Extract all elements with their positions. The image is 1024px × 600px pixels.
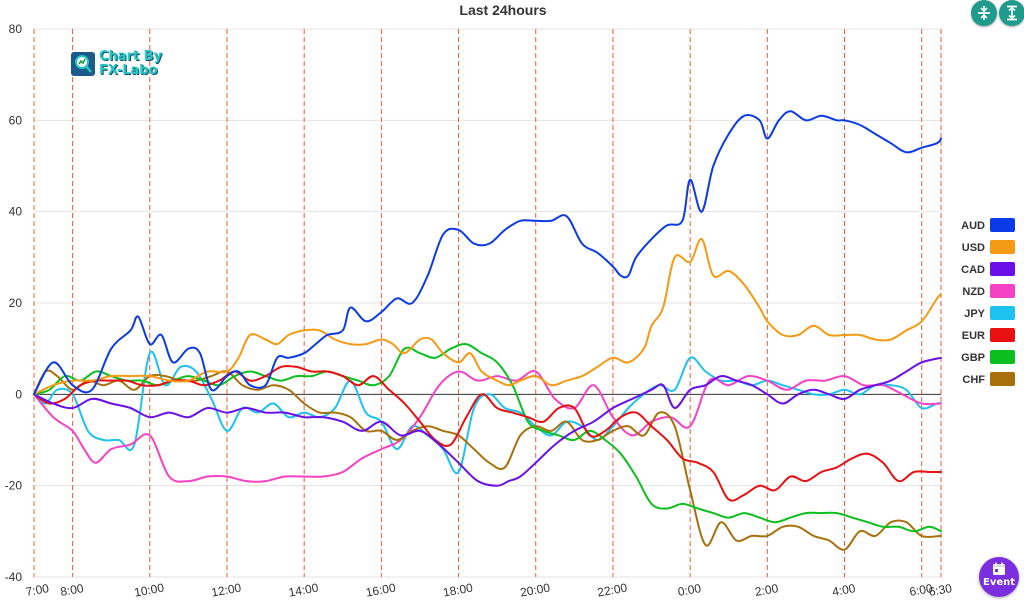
x-tick-label: 20:00: [519, 581, 551, 600]
legend-label: GBP: [961, 352, 985, 364]
legend-label: CAD: [961, 264, 985, 276]
legend-label: EUR: [962, 330, 985, 342]
legend-item-cad[interactable]: CAD: [961, 262, 1015, 276]
x-tick-label: 22:00: [596, 581, 628, 600]
x-tick-label: 10:00: [133, 581, 165, 600]
chart-title: Last 24hours: [459, 2, 546, 18]
x-tick-label: 14:00: [287, 581, 319, 600]
grid: [34, 28, 941, 578]
series-lines: [33, 110, 942, 551]
y-tick-label: 80: [9, 22, 23, 36]
legend-swatch: [990, 218, 1015, 232]
legend-label: USD: [962, 242, 985, 254]
legend-swatch: [990, 372, 1015, 386]
y-tick-label: 60: [9, 113, 23, 127]
legend-swatch: [990, 262, 1015, 276]
x-tick-label: 16:00: [365, 581, 397, 600]
watermark-line2: FX-Labo: [99, 63, 158, 78]
series-line-jpy: [33, 350, 942, 475]
legend-swatch: [990, 240, 1015, 254]
legend-swatch: [990, 350, 1015, 364]
x-tick-label: 8:00: [59, 581, 85, 599]
legend-label: AUD: [961, 220, 985, 232]
y-axis: 80 60 40 20 0 -20 -40: [5, 22, 23, 584]
legend-item-chf[interactable]: CHF: [962, 372, 1015, 386]
watermark-line1: Chart By: [99, 49, 163, 64]
legend-item-jpy[interactable]: JPY: [964, 306, 1015, 320]
series-line-gbp: [33, 342, 942, 533]
legend-label: JPY: [964, 308, 985, 320]
x-tick-label: 0:00: [677, 581, 703, 599]
legend-item-usd[interactable]: USD: [962, 240, 1015, 254]
legend-item-gbp[interactable]: GBP: [961, 350, 1015, 364]
legend-label: CHF: [962, 374, 985, 386]
series-line-nzd: [33, 370, 942, 483]
legend-item-aud[interactable]: AUD: [961, 218, 1015, 232]
expand-button[interactable]: [999, 0, 1024, 26]
legend-swatch: [990, 284, 1015, 298]
legend-swatch: [990, 328, 1015, 342]
magnifier-chart-icon: [71, 52, 95, 76]
x-tick-label: 18:00: [442, 581, 474, 600]
y-tick-label: 20: [9, 296, 23, 310]
x-tick-label: 6:00: [908, 581, 934, 599]
collapse-vertical-icon: [978, 6, 990, 20]
y-tick-label: 40: [9, 205, 23, 219]
collapse-button[interactable]: [971, 0, 997, 26]
series-line-usd: [33, 238, 942, 396]
legend-item-nzd[interactable]: NZD: [962, 284, 1015, 298]
x-tick-label: 4:00: [831, 581, 857, 599]
legend[interactable]: AUD USD CAD NZD JPY EUR GBP CHF: [961, 218, 1015, 386]
x-axis: 7:00 8:00 10:00 12:00 14:00 16:00 18:00 20:00 22…: [25, 581, 954, 600]
event-label: Event: [982, 577, 1016, 588]
legend-label: NZD: [962, 286, 985, 298]
legend-item-eur[interactable]: EUR: [962, 328, 1015, 342]
calendar-icon: [993, 562, 1005, 575]
watermark: Chart By FX-Labo: [71, 49, 181, 80]
x-tick-label: 7:00: [25, 581, 51, 599]
y-tick-label: 0: [15, 387, 22, 401]
y-tick-label: -40: [5, 570, 23, 584]
y-tick-label: -20: [5, 479, 23, 493]
series-line-cad: [33, 356, 942, 487]
series-line-eur: [33, 365, 942, 502]
x-tick-label: 6:30: [928, 581, 954, 599]
x-tick-label: 12:00: [210, 581, 242, 600]
series-line-aud: [33, 110, 942, 396]
event-button[interactable]: Event: [979, 557, 1019, 597]
expand-vertical-icon: [1007, 5, 1017, 21]
legend-swatch: [990, 306, 1015, 320]
x-tick-label: 2:00: [754, 581, 780, 599]
